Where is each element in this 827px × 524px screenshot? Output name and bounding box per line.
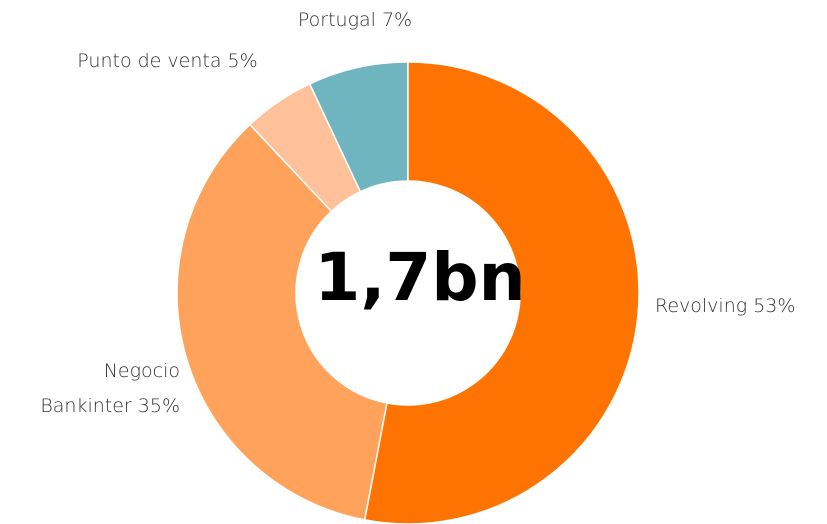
center-label: 1,7bn [314, 239, 525, 316]
value-label: 53% [753, 295, 796, 317]
value-label: 5% [227, 50, 258, 72]
category-label: Revolving [655, 295, 748, 317]
slice-label: Portugal 7% [270, 3, 440, 38]
category-label: Negocio Bankinter [40, 360, 180, 417]
value-label: 7% [381, 9, 413, 31]
slice [176, 123, 388, 521]
slice [363, 61, 640, 524]
category-label: Punto de venta [77, 50, 222, 72]
category-label: Portugal [297, 9, 376, 31]
slice [248, 82, 362, 213]
slice-label: Revolving 53% [655, 289, 825, 324]
slice-label: Negocio Bankinter 35% [20, 354, 180, 424]
slice-label: Punto de venta 5% [70, 44, 265, 79]
value-label: 35% [137, 395, 180, 417]
